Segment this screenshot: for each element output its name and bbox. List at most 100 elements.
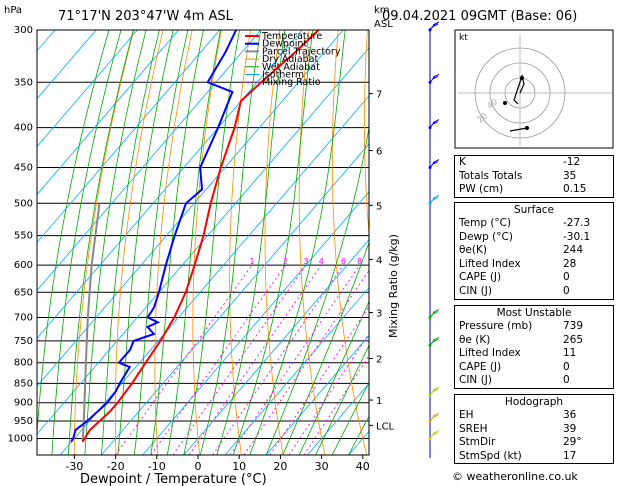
mixing-ratio-line	[188, 264, 322, 455]
temp-tick-label: -20	[107, 460, 125, 473]
chart-axes: 3003504004505005506006507007508008509009…	[8, 25, 395, 473]
km-tick-label: 1	[376, 396, 382, 407]
wind-barb	[429, 119, 440, 128]
index-label: Lifted Index	[459, 257, 521, 270]
index-value: 739	[563, 320, 584, 332]
wet-adiabat-line	[199, 30, 262, 455]
index-row: Lifted Index 28	[455, 258, 613, 272]
dry-adiabat-line	[396, 30, 451, 455]
index-label: SREH	[459, 422, 488, 435]
mixing-ratio-line	[229, 264, 361, 455]
wet-adiabat-line	[331, 381, 369, 455]
index-row: Pressure (mb) 739	[455, 320, 613, 334]
parcel-trajectory-line	[81, 203, 101, 442]
mixing-ratio-label: 3	[304, 257, 309, 266]
km-tick-label: 6	[376, 147, 382, 158]
wind-barb	[429, 73, 440, 83]
index-value: -30.1	[563, 230, 591, 243]
hodograph-point	[520, 76, 524, 80]
isotherm-line	[37, 30, 262, 291]
dry-adiabat-line	[154, 30, 193, 455]
legend-entry: Isotherm	[262, 70, 304, 81]
mixing-ratio-label: 2	[283, 257, 288, 266]
indices-block-most-unstable: Most Unstable Pressure (mb) 739 θe (K) 265 Li…	[454, 305, 614, 389]
mixing-ratio-label: 10	[368, 257, 378, 266]
pressure-tick-label: 500	[14, 198, 33, 209]
index-label: CAPE (J)	[459, 271, 502, 284]
datetime-label: 09.04.2021 09GMT (Base: 06)	[382, 9, 577, 24]
isotherm-line	[183, 239, 369, 455]
index-row: θe (K) 265	[455, 334, 613, 348]
indices-block-title: Surface	[513, 204, 554, 216]
dry-adiabat-line	[73, 30, 135, 455]
wind-barb	[429, 430, 440, 439]
dewpoint-profile-line	[70, 30, 238, 443]
index-label: K	[459, 156, 466, 168]
wet-adiabat-line	[37, 30, 110, 439]
mixing-ratio-line	[212, 264, 344, 455]
pressure-tick-label: 950	[14, 416, 33, 427]
temp-tick-label: 20	[273, 460, 287, 473]
mixing-ratio-line	[243, 269, 369, 455]
mixing-ratio-line	[172, 264, 307, 455]
index-row: Lifted Index 11	[455, 347, 613, 361]
index-value: 36	[563, 409, 577, 421]
dry-adiabat-line	[363, 30, 369, 238]
chart-profiles: 1 2 3 4 6 8 10 15 20 25	[70, 30, 420, 443]
index-row: CAPE (J) 0	[455, 361, 613, 375]
dry-adiabat-line	[331, 30, 368, 455]
legend-entry: Mixing Ratio	[262, 77, 321, 88]
wind-barb	[429, 21, 440, 31]
indices-block-general: K -12 Totals Totals 35 PW (cm) 0.15	[454, 155, 614, 198]
wind-barb	[429, 194, 440, 204]
isotherm-line	[37, 30, 56, 52]
index-label: EH	[459, 409, 474, 421]
mixing-ratio-label: 20	[410, 257, 420, 266]
temp-tick-label: 10	[232, 460, 246, 473]
mixing-ratio-label: 8	[357, 257, 362, 266]
index-row: PW (cm) 0.15	[455, 183, 613, 197]
pressure-tick-label: 750	[14, 336, 33, 347]
pressure-tick-label: 700	[14, 312, 33, 323]
mixing-ratio-label: 1	[250, 257, 255, 266]
hpa-label: hPa	[4, 5, 22, 16]
indices-block-hodograph: Hodograph EH 36 SREH 39 StmDir 29° StmSpd (kt) 1…	[454, 394, 614, 465]
isotherm-line	[142, 191, 369, 455]
index-label: PW (cm)	[459, 183, 504, 196]
index-label: Lifted Index	[459, 347, 521, 360]
index-row: CIN (J) 0	[455, 374, 613, 388]
index-label: Totals Totals	[459, 169, 523, 182]
index-value: 39	[563, 422, 577, 435]
index-label: StmDir	[459, 436, 496, 449]
pressure-tick-label: 300	[14, 25, 33, 36]
wet-adiabat-line	[84, 30, 147, 455]
hodograph-trace	[509, 127, 528, 132]
wet-adiabat-line	[183, 30, 240, 455]
index-label: θe (K)	[459, 333, 491, 346]
km-tick-label: 7	[376, 90, 382, 101]
index-label: CIN (J)	[459, 284, 492, 297]
mixing-ratio-line	[288, 333, 369, 455]
wet-adiabat-line	[150, 30, 204, 455]
isotherm-line	[37, 30, 97, 100]
pressure-tick-label: 1000	[8, 433, 33, 444]
index-row: Totals Totals 35	[455, 170, 613, 184]
index-label: StmSpd (kt)	[459, 449, 522, 462]
watermark: © weatheronline.co.uk	[452, 470, 578, 483]
temp-tick-label: 0	[195, 460, 202, 473]
wet-adiabat-line	[249, 30, 346, 455]
km-tick-label: 4	[376, 255, 382, 266]
wind-barb	[429, 386, 440, 396]
hodograph-kt-label: kt	[459, 33, 468, 43]
km-tick-label: 5	[376, 201, 382, 212]
temp-tick-label: 30	[315, 460, 329, 473]
index-row: θe(K) 244	[455, 244, 613, 258]
pressure-tick-label: 650	[14, 287, 33, 298]
isotherm-line	[37, 30, 179, 196]
wind-barb	[429, 336, 440, 346]
km-tick-label: 3	[376, 309, 382, 320]
mixing-ratio-label: 6	[341, 257, 346, 266]
wet-adiabat-line	[117, 30, 174, 455]
